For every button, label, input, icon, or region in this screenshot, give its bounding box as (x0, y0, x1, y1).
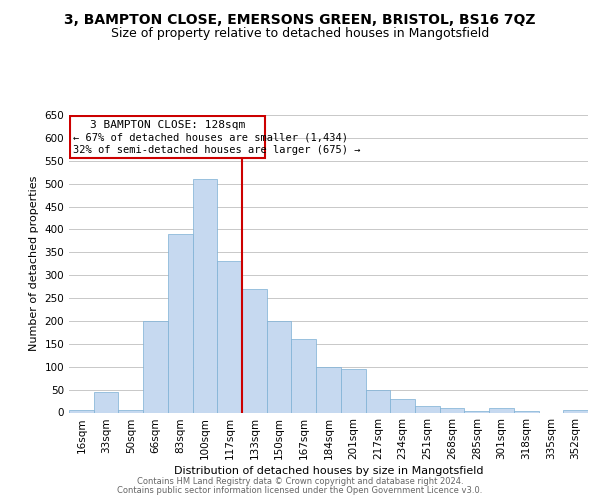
Bar (94, 392, 118, 412)
Text: ← 67% of detached houses are smaller (1,434): ← 67% of detached houses are smaller (1,… (73, 132, 348, 142)
Text: Contains public sector information licensed under the Open Government Licence v3: Contains public sector information licen… (118, 486, 482, 495)
Text: Contains HM Land Registry data © Crown copyright and database right 2024.: Contains HM Land Registry data © Crown c… (137, 477, 463, 486)
FancyBboxPatch shape (70, 116, 265, 158)
X-axis label: Distribution of detached houses by size in Mangotsfield: Distribution of detached houses by size … (174, 466, 483, 476)
Bar (514, 411, 539, 412)
Bar (341, 369, 365, 412)
Bar (143, 321, 168, 412)
Bar (390, 399, 415, 412)
Bar (415, 406, 440, 412)
Y-axis label: Number of detached properties: Number of detached properties (29, 176, 39, 352)
Bar (267, 321, 292, 412)
Text: 32% of semi-detached houses are larger (675) →: 32% of semi-detached houses are larger (… (73, 145, 360, 155)
Bar (118, 410, 143, 412)
Text: 3, BAMPTON CLOSE, EMERSONS GREEN, BRISTOL, BS16 7QZ: 3, BAMPTON CLOSE, EMERSONS GREEN, BRISTO… (64, 12, 536, 26)
Bar (464, 411, 489, 412)
Bar (365, 390, 390, 412)
Bar (168, 234, 193, 412)
Bar (440, 408, 464, 412)
Bar (489, 408, 514, 412)
Text: Size of property relative to detached houses in Mangotsfield: Size of property relative to detached ho… (111, 28, 489, 40)
Bar (217, 262, 242, 412)
Bar (193, 179, 217, 412)
Bar (242, 289, 267, 412)
Bar (292, 340, 316, 412)
Bar (316, 366, 341, 412)
Text: 3 BAMPTON CLOSE: 128sqm: 3 BAMPTON CLOSE: 128sqm (90, 120, 245, 130)
Bar (69, 410, 94, 412)
Bar (563, 410, 588, 412)
